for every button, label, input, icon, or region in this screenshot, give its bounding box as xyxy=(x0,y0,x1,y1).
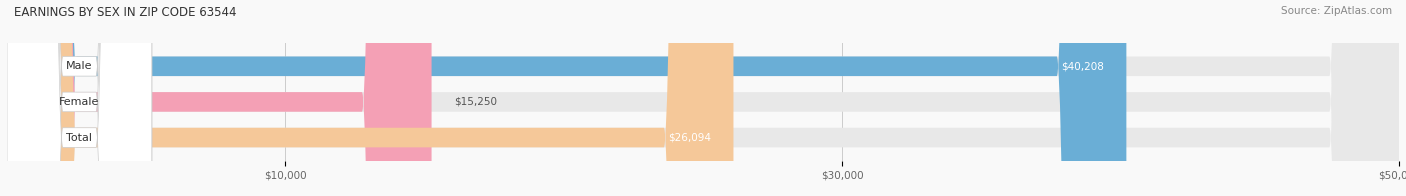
FancyBboxPatch shape xyxy=(7,0,1399,196)
Text: Female: Female xyxy=(59,97,100,107)
Text: $15,250: $15,250 xyxy=(454,97,496,107)
Text: Total: Total xyxy=(66,132,93,142)
FancyBboxPatch shape xyxy=(7,0,734,196)
FancyBboxPatch shape xyxy=(7,0,152,196)
Text: EARNINGS BY SEX IN ZIP CODE 63544: EARNINGS BY SEX IN ZIP CODE 63544 xyxy=(14,6,236,19)
FancyBboxPatch shape xyxy=(7,0,432,196)
FancyBboxPatch shape xyxy=(7,0,1399,196)
Text: $26,094: $26,094 xyxy=(668,132,711,142)
FancyBboxPatch shape xyxy=(7,0,1399,196)
FancyBboxPatch shape xyxy=(7,0,152,196)
FancyBboxPatch shape xyxy=(7,0,1126,196)
FancyBboxPatch shape xyxy=(7,0,152,196)
Text: $40,208: $40,208 xyxy=(1062,61,1104,71)
Text: Source: ZipAtlas.com: Source: ZipAtlas.com xyxy=(1281,6,1392,16)
Text: Male: Male xyxy=(66,61,93,71)
